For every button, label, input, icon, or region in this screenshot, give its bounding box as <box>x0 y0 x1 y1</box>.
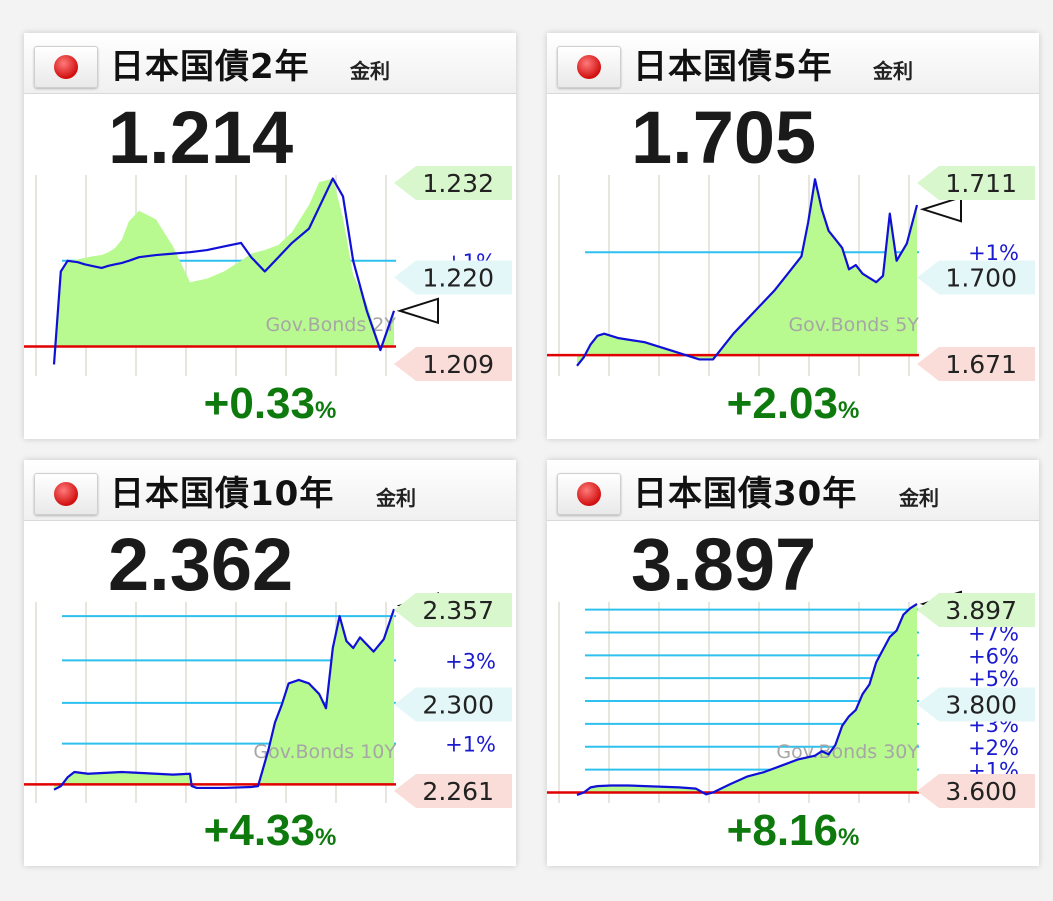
panel-header: 日本国債30年 金利 <box>547 460 1039 521</box>
bond-panel-2y[interactable]: 日本国債2年 金利 1.214 Gov.Bonds 2Y+1%1.2321.22… <box>24 33 516 439</box>
mid-label: 3.800 <box>945 691 1017 720</box>
percent-label: +1% <box>445 733 496 757</box>
mid-tag <box>917 260 1035 295</box>
high-tag <box>394 593 512 627</box>
change-unit: % <box>315 824 337 851</box>
yield-line <box>576 178 919 367</box>
bond-panel-10y[interactable]: 日本国債10年 金利 2.362 Gov.Bonds 10Y+1%+2%+3%+… <box>24 460 516 866</box>
japan-flag-icon <box>557 46 621 88</box>
current-yield: 1.214 <box>108 96 294 179</box>
high-tag <box>917 166 1035 200</box>
change-value: +0.33 <box>203 379 315 428</box>
current-yield: 2.362 <box>108 523 294 606</box>
chart-watermark: Gov.Bonds 2Y <box>265 314 396 336</box>
high-label: 1.232 <box>422 169 494 198</box>
yield-line <box>52 177 396 365</box>
mid-tag <box>394 260 512 295</box>
panel-subtitle: 金利 <box>899 486 939 510</box>
mid-label: 2.300 <box>422 691 494 720</box>
low-label: 2.261 <box>422 777 494 806</box>
high-tag <box>917 593 1035 627</box>
change-percent: +4.33% <box>24 806 516 856</box>
panel-header: 日本国債5年 金利 <box>547 33 1039 94</box>
low-tag <box>917 774 1035 808</box>
current-yield: 3.897 <box>631 523 817 606</box>
percent-label: +5% <box>968 667 1019 691</box>
high-label: 2.357 <box>422 596 494 625</box>
bond-panel-30y[interactable]: 日本国債30年 金利 3.897 Gov.Bonds 30Y +1% +2% +3% +… <box>547 460 1039 866</box>
japan-flag-icon <box>557 473 621 515</box>
yield-chart: Gov.Bonds 30Y+1%+2%+3%+4%+5%+6%+7%+8%3.8… <box>547 590 1035 808</box>
change-unit: % <box>838 824 860 851</box>
change-unit: % <box>315 397 337 424</box>
panel-title: 日本国債30年 <box>633 474 858 514</box>
low-label: 1.209 <box>422 350 494 379</box>
area-fill <box>577 179 917 366</box>
change-percent: +2.03% <box>547 379 1039 429</box>
high-label: 1.711 <box>945 169 1017 198</box>
panel-title: 日本国債5年 <box>633 47 833 87</box>
low-label: 3.600 <box>945 777 1017 806</box>
current-yield: 1.705 <box>631 96 817 179</box>
low-tag <box>917 347 1035 381</box>
panel-title: 日本国債10年 <box>110 474 335 514</box>
mid-label: 1.220 <box>422 264 494 293</box>
panel-title: 日本国債2年 <box>110 47 310 87</box>
panel-subtitle: 金利 <box>873 59 913 83</box>
japan-flag-icon <box>34 46 98 88</box>
percent-label: +2% <box>968 736 1019 760</box>
change-value: +8.16 <box>726 806 838 855</box>
change-unit: % <box>838 397 860 424</box>
low-tag <box>394 347 512 381</box>
change-value: +4.33 <box>203 806 315 855</box>
change-percent: +8.16% <box>547 806 1039 856</box>
high-label: 3.897 <box>945 596 1017 625</box>
mid-tag <box>917 687 1035 722</box>
low-label: 1.671 <box>945 350 1017 379</box>
chart-watermark: Gov.Bonds 30Y <box>776 741 919 763</box>
panel-header: 日本国債10年 金利 <box>24 460 516 521</box>
mid-label: 1.700 <box>945 264 1017 293</box>
yield-line <box>576 602 918 797</box>
chart-watermark: Gov.Bonds 10Y <box>253 741 396 763</box>
percent-label: +6% <box>968 644 1019 668</box>
area-fill <box>54 178 394 365</box>
chart-watermark: Gov.Bonds 5Y <box>788 314 919 336</box>
current-marker-icon <box>919 195 962 223</box>
percent-label: +3% <box>445 649 496 673</box>
mid-tag <box>394 687 512 722</box>
panel-header: 日本国債2年 金利 <box>24 33 516 94</box>
area-fill <box>54 609 394 790</box>
low-tag <box>394 774 512 808</box>
bond-panel-5y[interactable]: 日本国債5年 金利 1.705 Gov.Bonds 5Y +1% 1.711 1.70… <box>547 33 1039 439</box>
high-tag <box>394 166 512 200</box>
change-value: +2.03 <box>726 379 838 428</box>
panel-subtitle: 金利 <box>350 59 390 83</box>
panel-subtitle: 金利 <box>376 486 416 510</box>
yield-line <box>53 608 396 791</box>
area-fill <box>577 603 917 795</box>
japan-flag-icon <box>34 473 98 515</box>
current-marker-icon <box>396 297 439 325</box>
change-percent: +0.33% <box>24 379 516 429</box>
